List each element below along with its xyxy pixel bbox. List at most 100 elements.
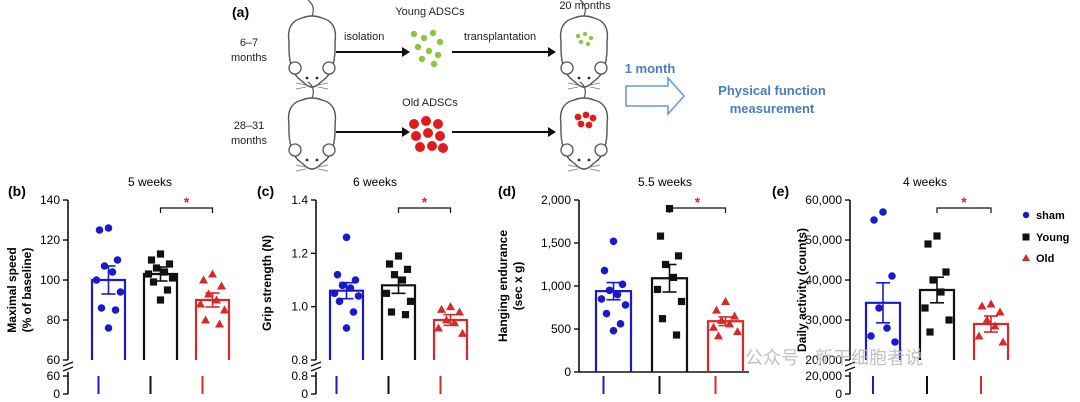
data-point-old <box>977 301 987 310</box>
significance-star: * <box>961 194 967 210</box>
data-point-sham <box>613 290 622 299</box>
legend-sham-label: sham <box>1036 210 1065 222</box>
y-tick-label: 80 <box>47 313 61 327</box>
data-point-young <box>926 328 934 336</box>
data-point-young <box>394 252 403 260</box>
data-point-sham <box>600 266 609 275</box>
transplant-arrowhead-young <box>548 47 556 57</box>
data-point-sham <box>883 324 891 332</box>
data-point-young <box>401 311 410 319</box>
y-tick-label: 0.8 <box>291 369 308 383</box>
data-point-sham <box>618 280 627 289</box>
bar-charts: (b) 5 weeks Maximal speed(% of baseline) 14… <box>5 175 1010 401</box>
data-point-old <box>458 328 467 337</box>
data-point-old <box>717 315 726 324</box>
y-tick-label: 30,000 <box>805 313 842 327</box>
significance-star: * <box>695 194 701 210</box>
legend-sham-marker <box>1022 211 1030 219</box>
data-point-sham <box>891 338 899 346</box>
data-point-young <box>385 260 394 268</box>
data-point-sham <box>609 326 618 335</box>
data-point-old <box>201 315 210 324</box>
data-point-sham <box>354 292 363 300</box>
data-point-young <box>152 264 161 272</box>
significance-bracket <box>668 207 727 213</box>
data-point-sham <box>346 284 355 292</box>
data-point-sham <box>879 208 887 216</box>
data-point-young <box>149 278 158 286</box>
data-point-young <box>160 268 169 276</box>
data-point-old <box>215 319 224 328</box>
data-point-sham <box>605 286 614 295</box>
chart-title: 5 weeks <box>128 175 172 189</box>
data-point-young <box>398 276 407 284</box>
data-point-old <box>998 337 1008 346</box>
data-point-old <box>199 275 208 284</box>
data-point-young <box>937 288 945 296</box>
data-point-sham <box>116 288 125 296</box>
isolation-arrowhead-young <box>402 47 410 57</box>
data-point-young <box>406 297 415 305</box>
data-point-old <box>442 315 451 324</box>
data-point-sham <box>111 306 120 314</box>
y-tick-label: 1.2 <box>291 246 308 260</box>
data-point-sham <box>349 308 358 316</box>
young-recipient-mouse-icon <box>559 0 609 90</box>
axis-break-mark <box>844 361 856 372</box>
significance-star: * <box>422 194 428 210</box>
data-point-young <box>163 286 172 294</box>
panel-letter: (b) <box>8 183 26 199</box>
y-tick-label: 0 <box>53 387 60 401</box>
data-point-old <box>212 295 221 304</box>
chart-e: (e) 4 weeks Daily activity (counts) 60,000 5… <box>772 175 1010 401</box>
isolation-label: isolation <box>344 31 384 43</box>
y-tick-label: 0 <box>564 365 571 379</box>
data-point-young <box>156 250 165 258</box>
data-point-sham <box>597 295 606 303</box>
data-point-sham <box>602 309 611 318</box>
data-point-old <box>714 331 723 340</box>
y-tick-label: 100 <box>40 273 60 287</box>
interval-label: 1 month <box>625 61 676 76</box>
data-point-sham <box>92 276 101 284</box>
legend-young-marker <box>1022 233 1030 241</box>
data-point-old <box>995 307 1005 316</box>
old-age-label-line1: 28–31 <box>234 120 265 132</box>
data-point-old <box>434 323 443 332</box>
data-point-old <box>208 269 217 278</box>
chart-title: 6 weeks <box>353 175 397 189</box>
y-axis-label: Maximal speed(% of baseline) <box>5 247 34 332</box>
bar-young <box>142 272 179 360</box>
data-point-old <box>455 307 464 316</box>
young-cells-icon <box>410 29 444 68</box>
transplant-arrowhead-old <box>548 127 556 137</box>
y-tick-label: 1,500 <box>541 236 571 250</box>
data-point-sham <box>104 324 113 332</box>
transplantation-label: transplantation <box>464 31 536 43</box>
legend-old-label: Old <box>1036 253 1054 265</box>
y-tick-label: 2,000 <box>541 193 571 207</box>
data-point-old <box>204 289 213 298</box>
data-point-sham <box>330 289 339 298</box>
data-point-young <box>674 252 683 260</box>
data-point-old <box>974 331 984 340</box>
y-tick-label: 20,000 <box>805 369 842 383</box>
data-point-sham <box>100 262 109 270</box>
significance-bracket <box>397 207 452 213</box>
panel-a: (a) 6–7 months 28–31 months isolation Yo… <box>231 0 826 172</box>
y-axis-label: Hanging endurance(sec x g) <box>496 230 525 342</box>
data-point-old <box>196 299 205 308</box>
data-point-young <box>653 285 662 294</box>
data-point-old <box>450 318 459 327</box>
y-tick-label: 500 <box>551 322 571 336</box>
significance-star: * <box>184 194 190 210</box>
data-point-old <box>982 315 992 324</box>
data-point-sham <box>104 224 113 232</box>
data-point-sham <box>108 268 117 276</box>
data-point-old <box>733 327 742 336</box>
old-donor-mouse-icon <box>287 81 337 172</box>
legend-old-marker <box>1022 254 1030 261</box>
data-point-young <box>924 240 932 248</box>
data-point-sham <box>113 256 122 264</box>
data-point-sham <box>333 270 342 279</box>
